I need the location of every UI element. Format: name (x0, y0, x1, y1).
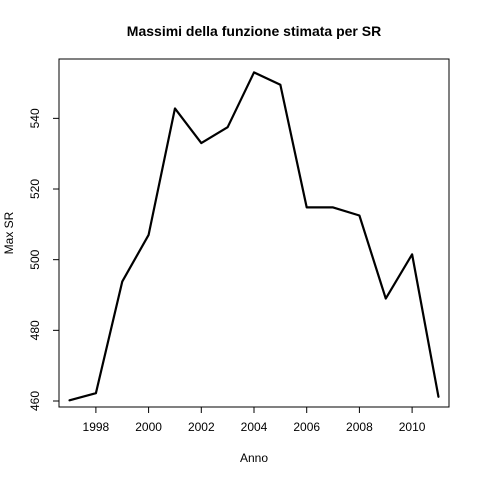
series-line (68, 71, 440, 402)
plot-frame (58, 58, 450, 408)
y-tick-label: 540 (28, 108, 42, 128)
y-tick-label: 520 (28, 179, 42, 199)
y-tick-label: 500 (28, 249, 42, 269)
x-axis-label: Anno (240, 451, 268, 465)
x-tick-label: 2002 (188, 420, 215, 434)
x-tick-label: 1998 (83, 420, 110, 434)
x-tick-label: 2010 (399, 420, 426, 434)
x-tick-label: 2000 (135, 420, 162, 434)
x-tick-label: 2008 (346, 420, 373, 434)
y-axis: 460 480 500 520 540 (28, 108, 59, 411)
y-axis-label: Max SR (2, 211, 16, 254)
x-tick-label: 2006 (293, 420, 320, 434)
x-tick-label: 2004 (241, 420, 268, 434)
y-tick-label: 460 (28, 391, 42, 411)
chart-title: Massimi della funzione stimata per SR (127, 23, 381, 39)
x-axis: 1998 2000 2002 2004 2006 2008 2010 (83, 407, 426, 434)
y-tick-label: 480 (28, 320, 42, 340)
